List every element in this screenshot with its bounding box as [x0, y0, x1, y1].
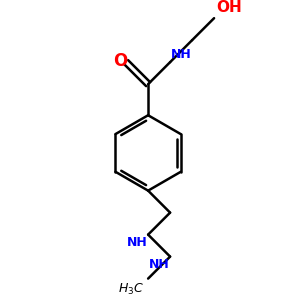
- Text: NH: NH: [126, 236, 147, 249]
- Text: $H_3C$: $H_3C$: [118, 282, 144, 298]
- Text: NH: NH: [148, 258, 169, 271]
- Text: O: O: [113, 52, 128, 70]
- Text: OH: OH: [216, 0, 242, 15]
- Text: NH: NH: [171, 48, 192, 61]
